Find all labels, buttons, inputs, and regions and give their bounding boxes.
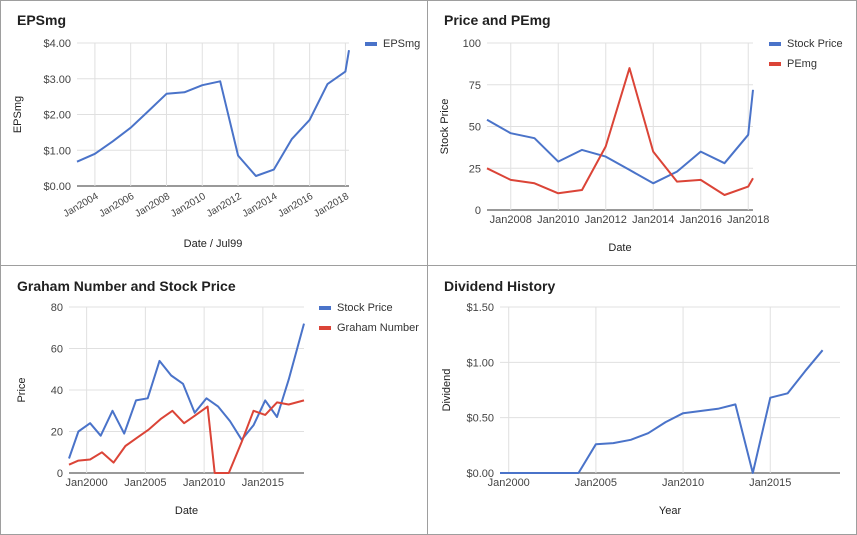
y-tick-label: 100 <box>463 38 481 50</box>
legend-swatch <box>769 42 781 46</box>
y-tick-label: 50 <box>469 122 481 134</box>
y-tick-label: 0 <box>475 205 481 217</box>
legend-label: PEmg <box>787 58 817 70</box>
chart-title: EPSmg <box>17 12 66 28</box>
x-tick-label: Jan2015 <box>242 477 284 489</box>
x-axis-label: Date / Jul99 <box>184 238 243 250</box>
y-tick-label: $4.00 <box>43 38 71 50</box>
chart-panel-epsmg: EPSmg $0.00 $1.00 $2.00 $3.00 $4.00 Jan2004 Jan… <box>0 0 428 266</box>
x-tick-label: Jan2005 <box>124 477 166 489</box>
y-tick-label: $0.00 <box>43 181 71 193</box>
series-line-stock-price <box>68 323 305 459</box>
y-tick-label: $2.00 <box>43 110 71 122</box>
x-tick-label: Jan2000 <box>66 477 108 489</box>
y-axis-label: Price <box>16 377 28 402</box>
series-line-pemg <box>486 67 754 196</box>
chart-svg-price-pemg: Price and PEmg 0 25 50 75 100 Jan2008 Jan2010 Ja… <box>439 12 843 254</box>
legend-swatch <box>365 42 377 46</box>
chart-title: Price and PEmg <box>444 12 551 28</box>
x-tick-label: Jan2016 <box>680 214 722 226</box>
chart-panel-graham-number: Graham Number and Stock Price 0 20 40 60 80 Ja… <box>0 266 428 535</box>
y-tick-label: 60 <box>51 344 63 356</box>
legend-label: Stock Price <box>337 302 393 314</box>
y-tick-label: $3.00 <box>43 74 71 86</box>
x-tick-label: Jan2008 <box>490 214 532 226</box>
legend-label: EPSmg <box>383 38 420 50</box>
x-tick-label: Jan2010 <box>183 477 225 489</box>
x-tick-label: Jan2012 <box>585 214 627 226</box>
x-tick-label: Jan2008 <box>133 191 172 220</box>
chart-svg-dividend-history: Dividend History $0.00 $0.50 $1.00 $1.50 Jan2… <box>441 278 840 517</box>
chart-svg-epsmg: EPSmg$0.00$1.00$2.00$3.00$4.00Jan2004Jan… <box>12 12 420 250</box>
y-tick-label: 40 <box>51 385 63 397</box>
x-tick-label: Jan2018 <box>727 214 769 226</box>
x-tick-label: Jan2010 <box>662 477 704 489</box>
series-line-stock-price <box>486 89 754 185</box>
y-tick-label: 25 <box>469 163 481 175</box>
y-tick-label: $1.00 <box>466 357 494 369</box>
chart-title: Dividend History <box>444 278 555 294</box>
x-tick-label: Jan2000 <box>488 477 530 489</box>
x-tick-label: Jan2004 <box>62 191 101 220</box>
y-tick-label: $1.00 <box>43 145 71 157</box>
chart-title: Graham Number and Stock Price <box>17 278 236 294</box>
y-tick-label: 20 <box>51 427 63 439</box>
series-line-epsmg <box>76 50 350 177</box>
chart-panel-dividend-history: Dividend History $0.00 $0.50 $1.00 $1.50 Jan2… <box>428 266 857 535</box>
y-tick-label: 80 <box>51 302 63 314</box>
y-tick-label: $0.50 <box>466 413 494 425</box>
legend-label: Stock Price <box>787 38 843 50</box>
x-tick-label: Jan2014 <box>241 191 280 220</box>
y-tick-label: $0.00 <box>466 468 494 480</box>
x-tick-label: Jan2010 <box>537 214 579 226</box>
x-tick-label: Jan2018 <box>312 191 351 220</box>
chart-panel-price-pemg: Price and PEmg 0 25 50 75 100 Jan2008 Jan2010 Ja… <box>428 0 857 266</box>
x-axis-label: Date <box>608 242 631 254</box>
x-tick-label: Jan2005 <box>575 477 617 489</box>
y-axis-label: Stock Price <box>439 99 451 155</box>
legend-label: Graham Number <box>337 322 419 334</box>
legend-swatch <box>769 62 781 66</box>
x-axis-label: Date <box>175 505 198 517</box>
chart-svg-graham-number: Graham Number and Stock Price 0 20 40 60 80 Ja… <box>16 278 419 517</box>
legend-swatch <box>319 306 331 310</box>
y-axis-label: EPSmg <box>12 96 24 133</box>
y-tick-label: 75 <box>469 80 481 92</box>
x-tick-label: Jan2014 <box>632 214 674 226</box>
x-tick-label: Jan2012 <box>205 191 244 220</box>
legend-swatch <box>319 326 331 330</box>
x-tick-label: Jan2016 <box>276 191 315 220</box>
x-tick-label: Jan2010 <box>169 191 208 220</box>
y-axis-label: Dividend <box>441 369 453 412</box>
x-tick-label: Jan2015 <box>749 477 791 489</box>
series-line-graham-number <box>68 399 305 474</box>
y-tick-label: 0 <box>57 468 63 480</box>
series-line-dividend <box>500 349 824 474</box>
y-tick-label: $1.50 <box>466 302 494 314</box>
x-axis-label: Year <box>659 505 682 517</box>
x-tick-label: Jan2006 <box>97 191 136 220</box>
